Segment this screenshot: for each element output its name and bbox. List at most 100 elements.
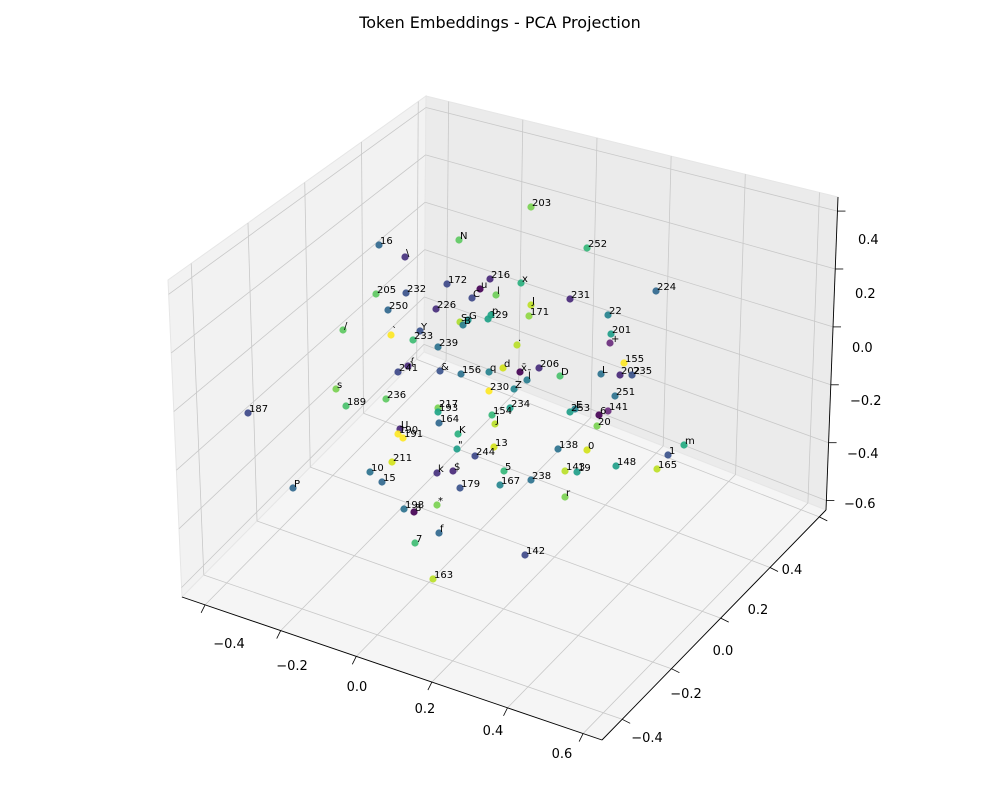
y-grid-left-0 [190,263,205,575]
point-label-27: ` [392,325,397,337]
point-marker-14 [566,295,574,303]
point-94: f [435,524,444,537]
point-label-59: 141 [609,402,628,413]
point-label-48: 230 [490,382,509,393]
point-93: 8 [410,503,421,516]
point-label-47: s [337,380,342,391]
point-9: 224 [652,282,676,295]
z-grid-left-1 [178,296,425,530]
point-marker-82 [366,468,374,476]
point-label-41: 156 [462,365,481,376]
point-label-20: 129 [489,310,508,321]
point-66: 190 [394,425,418,438]
point-label-90: r [566,488,571,499]
point-62: 164 [435,414,459,427]
point-64: 20 [593,417,611,430]
y-grid-left-3 [361,141,364,414]
z-grid-back-2 [424,249,831,386]
point-marker-49 [510,385,518,393]
chart-title: Token Embeddings - PCA Projection [358,13,641,32]
point-label-46: l̄ [528,369,531,382]
y-tick-label-1: −0.2 [670,687,702,702]
point-label-53: 217 [439,399,458,410]
point-label-19: 171 [530,307,549,318]
point-label-50: 251 [616,387,635,398]
point-label-35: 206 [540,359,559,370]
point-marker-48 [485,387,493,395]
point-37: x̄ [516,363,527,376]
x-axis-line [181,596,603,741]
point-marker-61 [488,411,496,419]
point-label-1: N [460,231,467,242]
y-tick-mark-3 [769,567,779,572]
point-marker-54 [506,404,514,412]
point-label-16: 250 [389,301,408,312]
point-label-6: 216 [491,270,510,281]
x-grid-floor-3 [431,445,664,683]
z-tick-label-0: −0.6 [844,497,876,512]
point-marker-70 [490,443,498,451]
point-7: 172 [443,275,467,288]
point-90: r [561,488,571,501]
point-75: 1 [664,446,675,459]
point-marker-23 [464,316,472,324]
point-78: 165 [653,460,677,473]
point-marker-26 [416,327,424,335]
point-label-76: 211 [393,453,412,464]
point-54: 234 [506,399,530,412]
x-tick-label-3: 0.2 [415,702,436,717]
point-51: 236 [382,390,406,403]
point-marker-91 [433,501,441,509]
point-87: 167 [496,476,520,489]
point-29: 233 [409,331,433,344]
point-label-86: 238 [532,471,551,482]
point-33: 155 [620,354,644,367]
point-label-2: 16 [380,236,393,247]
point-marker-96 [521,551,529,559]
z-tick-label-2: −0.2 [850,394,882,409]
point-marker-69 [453,445,461,453]
y-grid-left-4 [416,101,419,360]
y-tick-mark-2 [720,617,729,623]
point-marker-35 [535,364,543,372]
point-label-84: $ [454,462,460,473]
point-69: " [453,440,463,453]
point-marker-67 [399,434,407,442]
point-marker-77 [612,462,620,470]
point-label-87: 167 [501,476,520,487]
point-label-68: K [459,425,466,436]
point-label-58: 253 [571,403,590,414]
point-marker-28 [607,330,615,338]
point-label-33: 155 [625,354,644,365]
point-label-65: U [401,420,408,431]
point-marker-43 [597,370,605,378]
point-label-29: 233 [414,331,433,342]
point-77: 148 [612,457,636,470]
point-marker-88 [456,484,464,492]
z-grid-left-3 [173,201,426,412]
point-marker-5 [517,279,525,287]
point-marker-4 [401,253,409,261]
z-tick-label-1: −0.4 [847,447,879,462]
point-marker-2 [375,241,383,249]
point-marker-3 [583,244,591,252]
point-39: & [436,362,449,375]
point-70: 13 [490,438,508,451]
point-label-37: x̄ [521,363,527,374]
point-1: N [455,231,467,244]
point-marker-9 [652,287,660,295]
y-grid-floor-4 [416,358,820,518]
z-grid-back-5 [425,107,838,212]
point-marker-11 [402,289,410,297]
point-47: s [332,380,342,393]
z-tick-label-4: 0.2 [855,287,876,302]
point-label-91: * [438,496,443,507]
point-marker-7 [443,280,451,288]
point-marker-71 [554,445,562,453]
point-74: 244 [471,447,495,460]
point-31: · [513,336,521,349]
tick-labels: −0.4 −0.2 0.0 0.2 0.4 0.6 −0.4 −0.2 0.0 0.2 0.4 −0.… [200,210,882,762]
y-grid-floor-3 [363,412,771,568]
point-label-22: S [461,313,467,324]
